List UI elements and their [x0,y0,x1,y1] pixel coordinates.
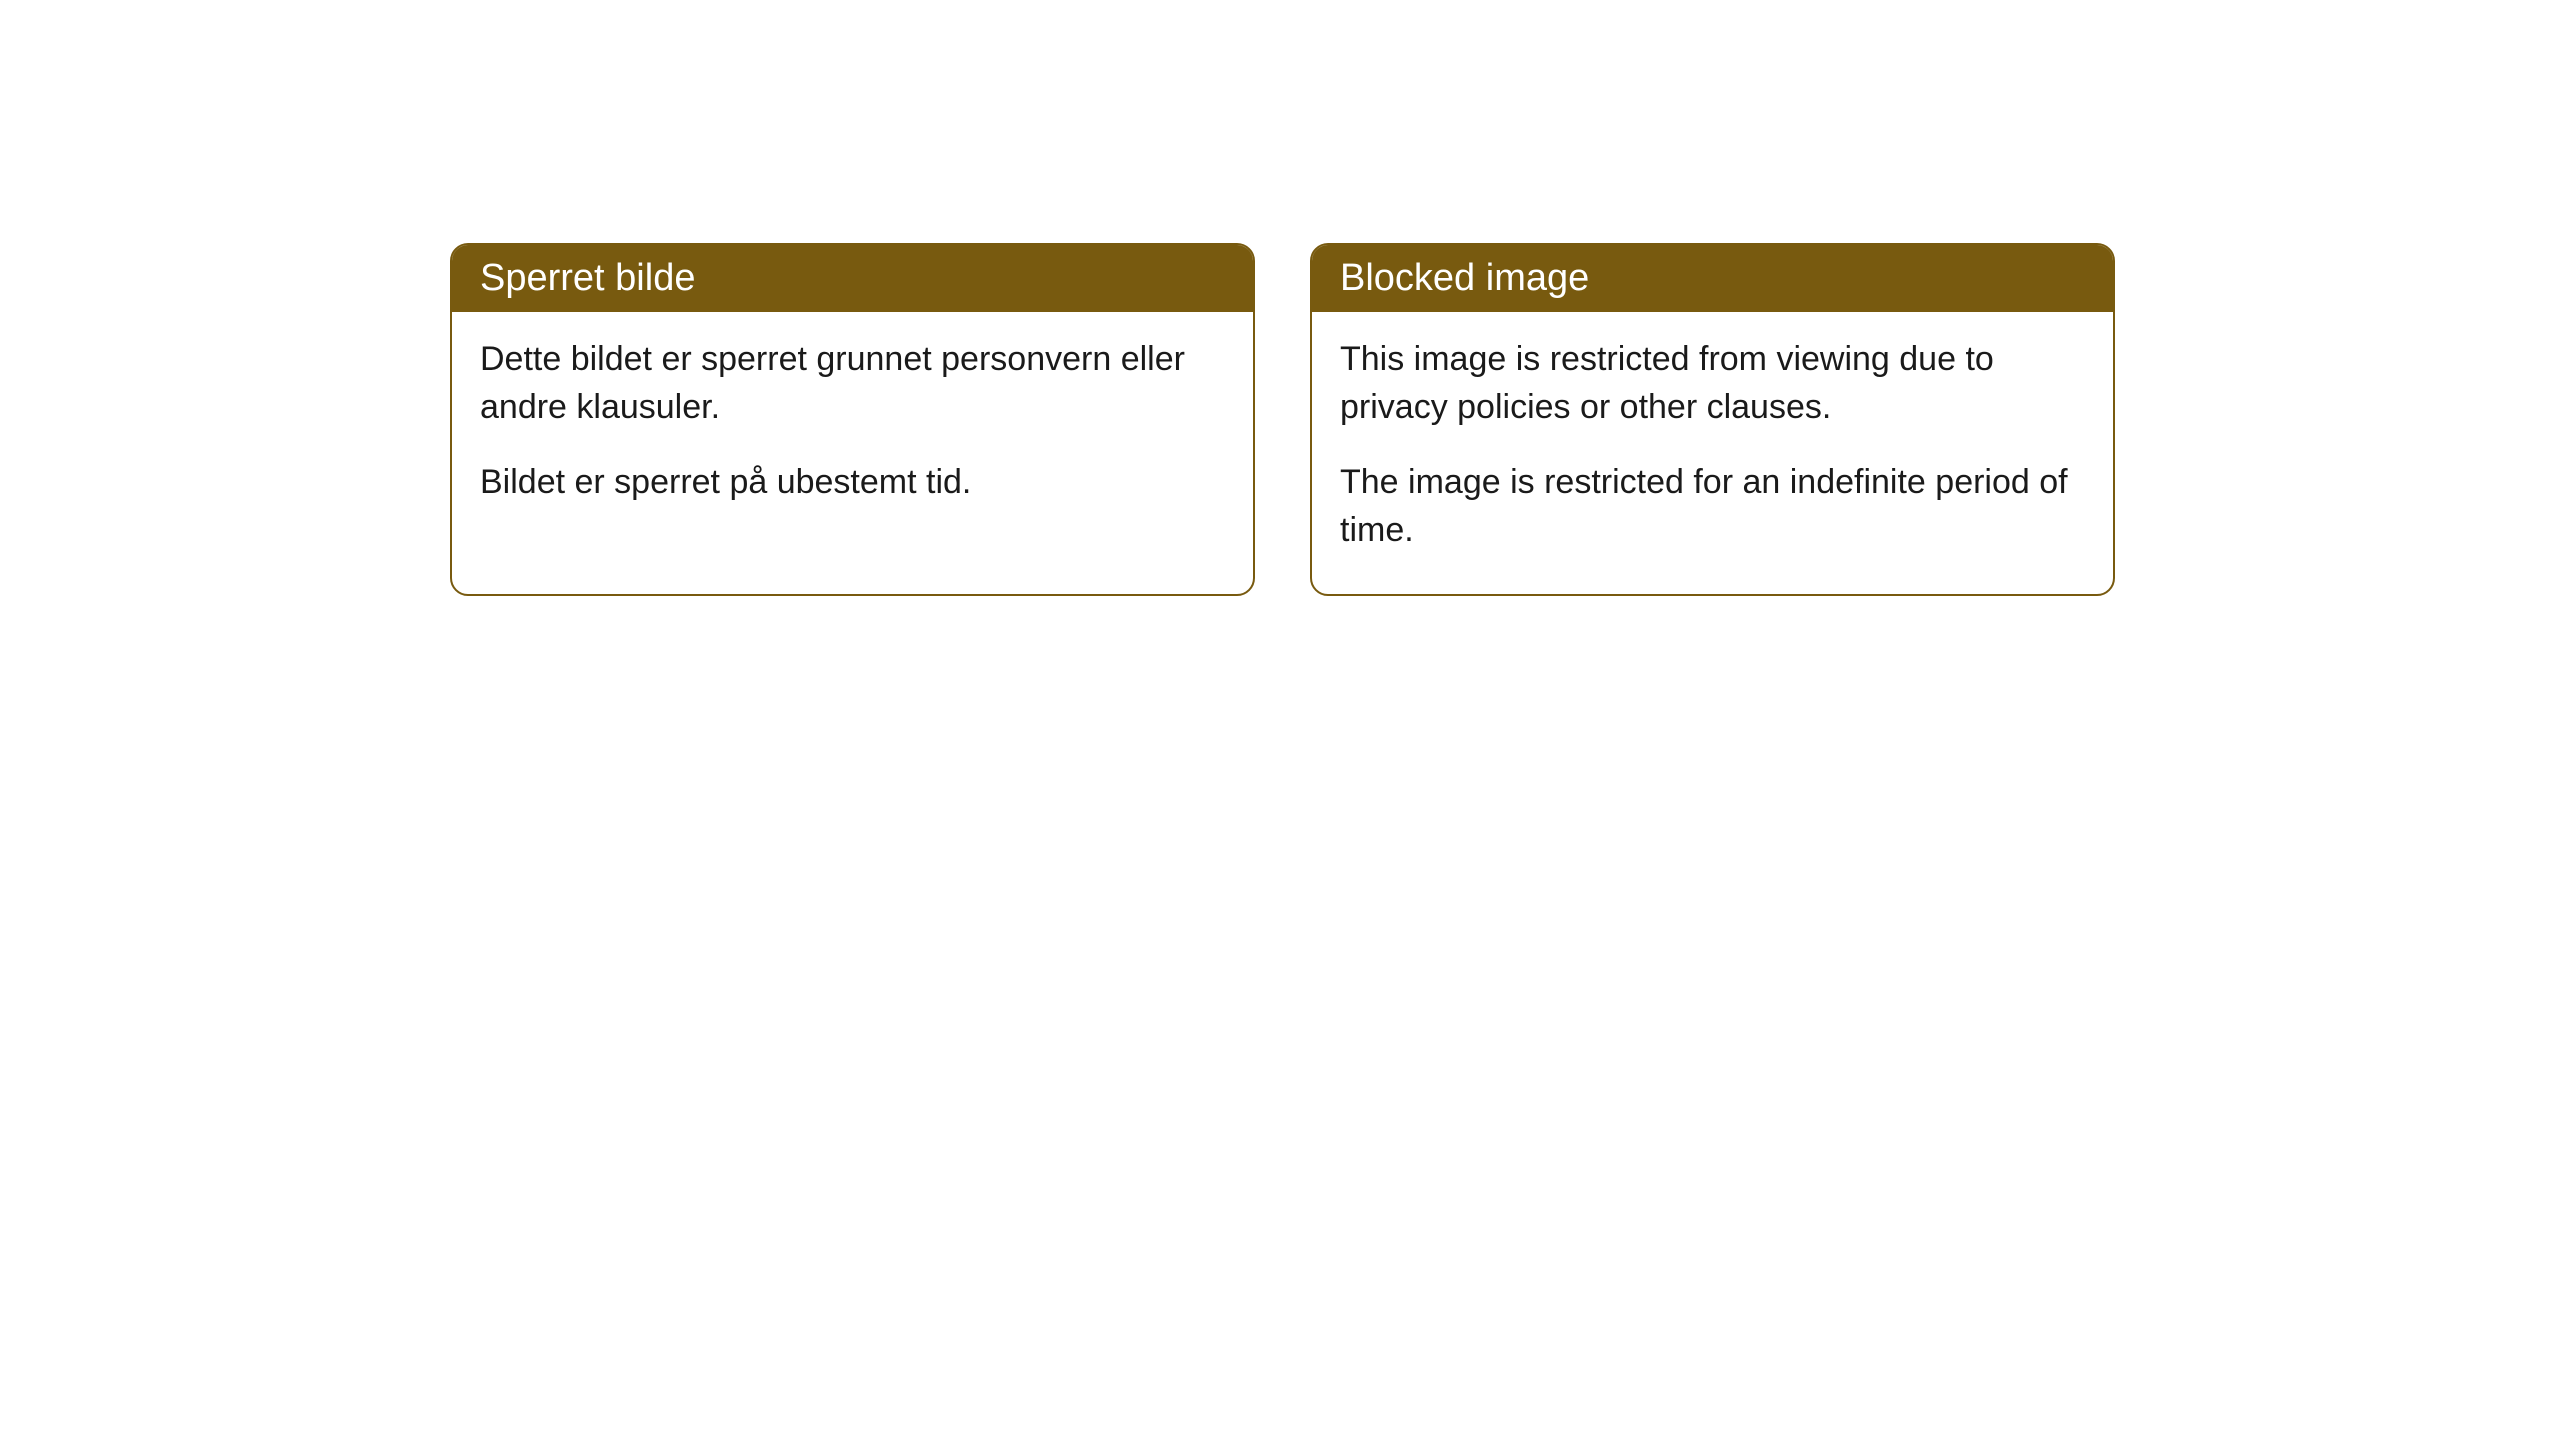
card-paragraph: The image is restricted for an indefinit… [1340,459,2085,554]
card-header-norwegian: Sperret bilde [452,245,1253,312]
card-norwegian: Sperret bilde Dette bildet er sperret gr… [450,243,1255,596]
card-body-norwegian: Dette bildet er sperret grunnet personve… [452,312,1253,547]
card-english: Blocked image This image is restricted f… [1310,243,2115,596]
card-body-english: This image is restricted from viewing du… [1312,312,2113,594]
card-header-english: Blocked image [1312,245,2113,312]
card-paragraph: Bildet er sperret på ubestemt tid. [480,459,1225,507]
card-paragraph: Dette bildet er sperret grunnet personve… [480,336,1225,431]
card-paragraph: This image is restricted from viewing du… [1340,336,2085,431]
cards-container: Sperret bilde Dette bildet er sperret gr… [450,243,2115,596]
